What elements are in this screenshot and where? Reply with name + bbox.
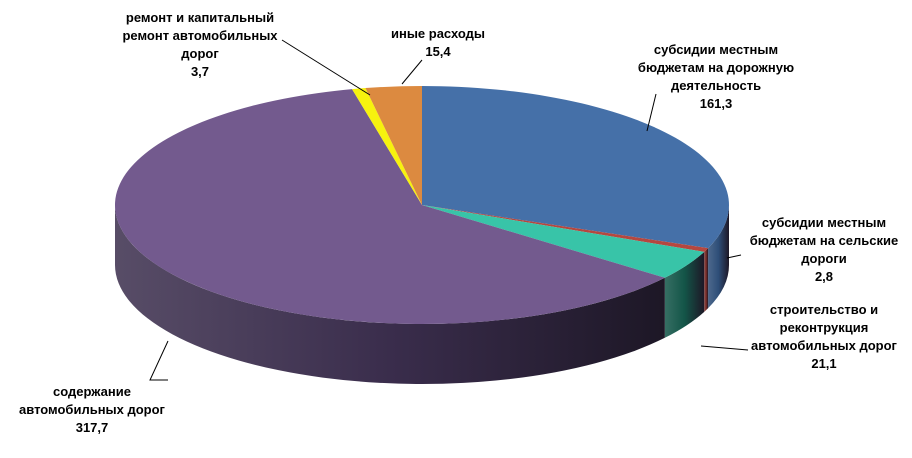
slice-category-label: ремонт и капитальный — [126, 10, 274, 25]
pie-slice-4 — [114, 89, 665, 324]
leader-line-2 — [726, 254, 742, 259]
pie-side-4 — [115, 205, 665, 384]
pie-label-4: содержание автомобильных дорог 317,7 — [19, 340, 169, 435]
slice-category-label: содержание — [53, 384, 131, 399]
pie-side-1 — [708, 205, 729, 309]
slice-category-label: автомобильных дорог — [751, 338, 898, 353]
pie-label-1: субсидии местным бюджетам на дорожную деят… — [638, 42, 794, 132]
pie-side-2 — [704, 248, 709, 312]
slice-category-label: бюджетам на дорожную — [638, 60, 794, 75]
pie-label-5: ремонт и капитальный ремонт автомобильных… — [122, 10, 371, 96]
pie-side-walls — [115, 205, 729, 384]
leader-line-3 — [700, 345, 749, 351]
pie-slice-6 — [365, 86, 422, 205]
slice-category-label: деятельность — [671, 78, 761, 93]
pie-slice-3 — [422, 205, 705, 278]
slice-category-label: субсидии местным — [654, 42, 778, 57]
pie-slice-1 — [422, 86, 729, 249]
leader-line-4 — [149, 340, 169, 381]
pie-label-3: строительство и реконтрукция автомобильных… — [700, 302, 898, 371]
pie-top-faces — [114, 86, 729, 324]
slice-category-label: дорог — [181, 46, 219, 61]
slice-category-label: ремонт автомобильных — [122, 28, 278, 43]
pie-label-6: иные расходы 15,4 — [391, 26, 485, 85]
slice-category-label: реконтрукция — [780, 320, 869, 335]
slice-category-label: субсидии местным — [762, 215, 886, 230]
pie-side-3 — [664, 251, 705, 338]
slice-category-label: иные расходы — [391, 26, 485, 41]
leader-line-6 — [401, 59, 423, 85]
pie-labels: субсидии местным бюджетам на дорожную деят… — [19, 10, 898, 435]
slice-value-label: 3,7 — [191, 64, 209, 79]
pie-slice-2 — [422, 205, 709, 252]
slice-value-label: 21,1 — [811, 356, 836, 371]
slice-value-label: 317,7 — [76, 420, 109, 435]
slice-value-label: 15,4 — [425, 44, 451, 59]
slice-value-label: 2,8 — [815, 269, 833, 284]
slice-category-label: строительство и — [770, 302, 878, 317]
pie-slice-5 — [352, 88, 422, 205]
slice-category-label: дороги — [801, 251, 846, 266]
slice-value-label: 161,3 — [700, 96, 733, 111]
slice-category-label: бюджетам на сельские — [750, 233, 899, 248]
leader-line-1 — [646, 93, 657, 132]
slice-category-label: автомобильных дорог — [19, 402, 166, 417]
pie-label-2: субсидии местным бюджетам на сельские доро… — [726, 215, 899, 284]
leader-line-5 — [281, 39, 371, 96]
